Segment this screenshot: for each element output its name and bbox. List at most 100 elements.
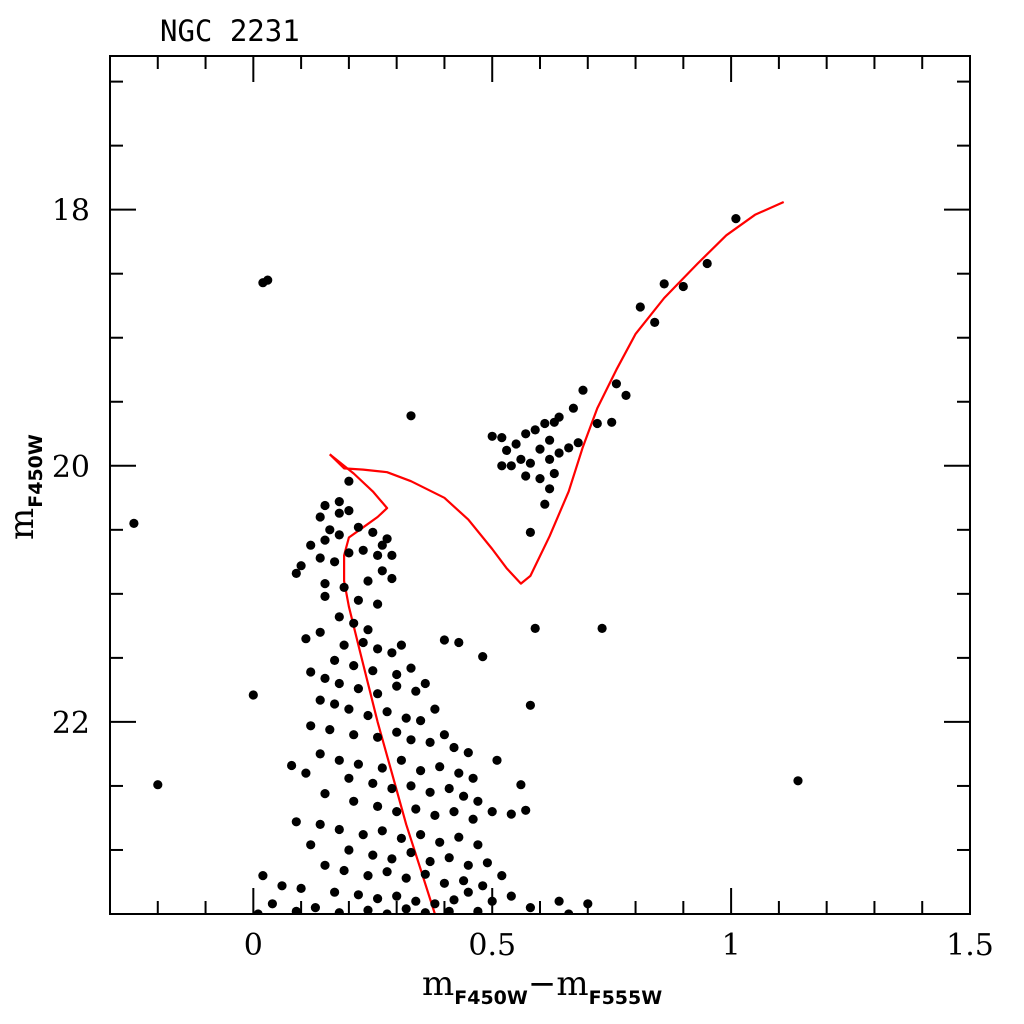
star-point [315,627,325,637]
star-point [525,903,536,913]
star-point [401,713,411,723]
star-point [425,737,435,748]
y-tick-label: 22 [52,706,90,741]
star-point [396,755,406,765]
star-point [564,909,574,914]
star-point [401,904,411,914]
star-point [411,686,421,696]
star-point [330,557,340,567]
y-tick-label: 20 [52,450,90,485]
star-point [306,667,316,677]
star-point [392,891,402,901]
x-tick-label: 1.5 [946,928,994,963]
star-point [392,727,402,737]
star-point [516,780,526,790]
star-point [578,385,588,395]
star-point [396,833,406,844]
star-point [373,689,383,699]
star-point [368,527,378,538]
star-point [497,461,507,471]
star-point [430,704,440,714]
star-point [406,411,416,421]
star-point [334,678,344,689]
x-tick-labels: 0 0.5 1 1.5 [244,928,994,963]
star-point [373,801,383,812]
star-point [435,837,445,847]
star-point [396,640,406,650]
y-tick-labels: 18 20 22 [52,194,90,741]
star-point [430,810,440,821]
star-point [459,876,469,886]
star-point [296,561,306,571]
star-point [301,768,311,778]
star-point [525,458,536,468]
star-point [502,445,512,455]
star-point [454,832,464,842]
star-point [635,302,645,312]
star-point [392,807,402,817]
star-point [444,906,454,914]
star-point [511,439,521,449]
star-point [349,661,359,671]
star-point [521,805,531,815]
star-point [368,778,378,789]
star-point [478,652,488,662]
star-point [444,853,454,863]
star-point [439,878,449,888]
axis-ticks [110,56,971,915]
star-point [549,417,559,427]
star-point [497,871,507,881]
star-point [530,425,540,435]
star-point [330,887,340,897]
star-point [420,869,430,879]
star-point [387,573,397,584]
star-point [530,623,540,634]
star-point [406,847,416,858]
star-point [373,599,383,609]
star-point [330,655,340,666]
y-tick-label: 18 [52,194,90,229]
star-point [344,845,354,855]
star-point [459,791,469,801]
star-point [607,417,617,427]
star-point [482,858,492,868]
star-point [382,707,392,717]
star-point [382,534,392,544]
star-point [621,390,631,400]
star-point [306,840,316,850]
star-point [454,637,464,648]
star-point [277,881,287,891]
star-point [540,418,550,429]
star-point [611,379,622,389]
star-point [439,730,449,740]
star-point [377,566,387,576]
star-point [549,468,559,479]
star-point [545,454,555,464]
star-point [315,512,325,522]
star-point [416,766,426,776]
star-point [793,776,803,786]
star-point [325,725,335,735]
star-point [291,568,301,579]
star-point [363,710,373,721]
star-point [406,735,416,745]
star-point [373,894,383,904]
star-point [334,824,344,835]
star-point [344,704,354,714]
star-point [702,258,712,269]
star-point [492,755,502,765]
star-point [516,454,526,464]
star-point [416,830,426,840]
star-point [430,899,440,909]
star-point [650,317,660,327]
star-point [411,804,421,814]
star-point [568,403,579,413]
star-point [382,909,392,914]
star-point [449,742,459,753]
star-point [487,807,497,817]
x-tick-label: 0.5 [468,928,516,963]
star-point [320,500,330,511]
star-point [439,635,449,645]
star-point [253,909,263,914]
star-point [363,905,373,914]
